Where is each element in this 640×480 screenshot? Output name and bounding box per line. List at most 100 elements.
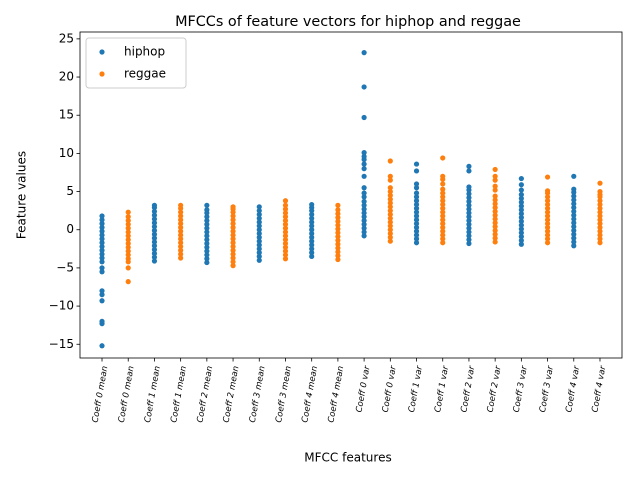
x-tick-label: Coeff 2 var — [459, 365, 477, 414]
point — [597, 213, 603, 219]
point — [178, 202, 184, 208]
point — [256, 227, 262, 233]
point — [309, 201, 315, 208]
point — [361, 114, 367, 121]
point — [335, 249, 341, 255]
point — [309, 242, 315, 248]
y-tick-label: 15 — [59, 108, 74, 122]
y-axis-label: Feature values — [15, 151, 29, 239]
point — [178, 213, 184, 219]
point — [544, 236, 551, 242]
point — [466, 221, 472, 227]
point — [518, 222, 524, 228]
point — [597, 240, 603, 246]
point — [125, 256, 131, 262]
point — [125, 248, 131, 254]
point — [440, 186, 446, 192]
point — [492, 197, 498, 203]
point — [413, 240, 420, 246]
point — [440, 217, 446, 223]
point — [413, 185, 420, 191]
point — [99, 232, 105, 238]
point — [571, 239, 577, 245]
point — [544, 217, 551, 223]
point — [440, 221, 446, 227]
point — [387, 196, 393, 202]
y-tick-label: 0 — [66, 222, 74, 236]
point — [492, 239, 498, 245]
x-tick-label: Coeff 4 var — [564, 365, 582, 414]
point — [597, 236, 603, 242]
x-tick-label: Coeff 2 mean — [195, 365, 215, 423]
point — [571, 231, 577, 237]
point — [571, 235, 577, 241]
point — [361, 233, 367, 239]
point — [571, 193, 577, 199]
point — [99, 221, 105, 227]
point — [282, 202, 289, 208]
point — [440, 173, 446, 179]
point — [309, 211, 315, 218]
point — [256, 257, 262, 263]
x-tick-label: Coeff 3 var — [512, 365, 530, 414]
point — [466, 198, 472, 205]
point — [387, 208, 393, 214]
point — [282, 198, 289, 204]
point — [99, 259, 105, 265]
point — [544, 232, 551, 238]
y-tick-label: −5 — [56, 260, 74, 274]
point — [99, 213, 105, 219]
point — [544, 240, 551, 246]
point — [571, 227, 577, 234]
point — [256, 208, 262, 214]
x-tick-label: Coeff 2 mean — [222, 365, 242, 423]
x-tick-label: Coeff 4 var — [590, 365, 608, 414]
point — [230, 221, 236, 227]
point — [492, 227, 498, 234]
point — [466, 233, 472, 239]
point — [518, 230, 524, 236]
point — [413, 213, 420, 219]
point — [178, 255, 184, 261]
point — [282, 221, 289, 227]
point — [125, 209, 131, 215]
point — [256, 211, 262, 218]
chart-title: MFCCs of feature vectors for hiphop and … — [175, 14, 521, 30]
point — [387, 192, 393, 198]
point — [518, 175, 524, 182]
point — [282, 240, 289, 247]
x-tick-label: Coeff 1 var — [407, 365, 425, 414]
point — [204, 217, 210, 224]
point — [178, 221, 184, 227]
point — [440, 194, 446, 200]
point — [151, 202, 158, 208]
point — [492, 173, 498, 179]
point — [335, 230, 341, 236]
point — [125, 265, 131, 271]
point — [387, 238, 393, 244]
point — [544, 201, 551, 208]
point — [361, 229, 367, 235]
point — [99, 265, 105, 271]
y-tick-label: 5 — [66, 184, 74, 198]
point — [204, 207, 210, 213]
point — [99, 255, 105, 261]
point — [361, 190, 367, 196]
point — [597, 205, 603, 211]
point — [309, 246, 315, 252]
point — [413, 236, 420, 242]
point — [466, 163, 472, 169]
point — [518, 203, 524, 209]
point — [492, 231, 498, 237]
point — [492, 204, 498, 211]
point — [151, 235, 158, 241]
x-tick-label: Coeff 0 mean — [117, 365, 137, 423]
point — [99, 240, 105, 246]
point — [440, 155, 446, 161]
point — [204, 237, 210, 243]
point — [151, 220, 158, 226]
x-tick-label: Coeff 0 var — [381, 365, 399, 414]
point — [125, 214, 131, 220]
point — [309, 250, 315, 256]
point — [466, 195, 472, 201]
